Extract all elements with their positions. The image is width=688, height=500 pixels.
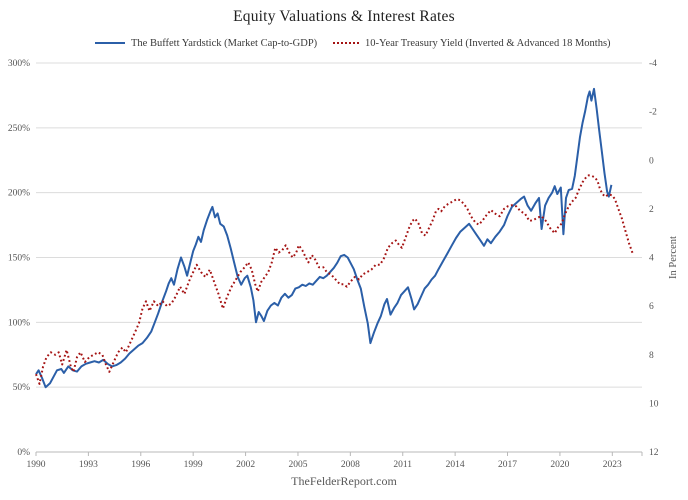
legend-label-buffett: The Buffett Yardstick (Market Cap-to-GDP… <box>131 37 318 49</box>
y-axis-left-tick-label: 200% <box>8 189 30 199</box>
y-axis-right-tick-label: 6 <box>649 302 654 312</box>
y-axis-right-tick-label: 10 <box>649 399 659 409</box>
y-axis-left-tick-label: 150% <box>8 254 30 264</box>
x-axis-tick-label: 1999 <box>184 460 203 470</box>
x-axis-tick-label: 1996 <box>131 460 150 470</box>
y-axis-right-tick-label: 0 <box>649 156 654 166</box>
x-axis-tick-label: 2020 <box>550 460 569 470</box>
x-axis-tick-label: 2014 <box>446 460 465 470</box>
legend-label-treasury: 10-Year Treasury Yield (Inverted & Advan… <box>365 37 611 49</box>
y-axis-right-tick-label: 12 <box>649 448 659 458</box>
y-axis-left-tick-label: 0% <box>17 448 30 458</box>
buffett-line-swatch-icon <box>95 42 125 44</box>
y-axis-left-tick-label: 300% <box>8 59 30 69</box>
y-axis-left-tick-label: 250% <box>8 124 30 134</box>
y-axis-left-tick-label: 50% <box>13 383 31 393</box>
y-axis-right-tick-label: 2 <box>649 205 654 215</box>
source-footer: TheFelderReport.com <box>291 474 397 488</box>
x-axis-tick-label: 2023 <box>603 460 622 470</box>
y-axis-right-tick-label: 4 <box>649 254 654 264</box>
series-treasury-yield-line <box>35 174 635 385</box>
x-axis-tick-label: 1990 <box>27 460 46 470</box>
legend-entry-buffett: The Buffett Yardstick (Market Cap-to-GDP… <box>95 36 317 50</box>
x-axis-tick-label: 2011 <box>393 460 412 470</box>
y-axis-right-tick-label: -4 <box>649 59 657 69</box>
y-axis-right-tick-label: 8 <box>649 351 654 361</box>
x-axis-tick-label: 2005 <box>288 460 307 470</box>
series-buffett-yardstick-line <box>35 87 613 389</box>
legend-entry-treasury: 10-Year Treasury Yield (Inverted & Advan… <box>333 36 611 50</box>
chart-title: Equity Valuations & Interest Rates <box>233 8 455 25</box>
y-axis-right-tick-label: -2 <box>649 108 657 118</box>
x-axis-tick-label: 2002 <box>236 460 255 470</box>
x-axis-tick-label: 2008 <box>341 460 360 470</box>
right-axis-title: In Percent <box>668 236 679 279</box>
y-axis-left-tick-label: 100% <box>8 318 30 328</box>
x-axis-tick-label: 2017 <box>498 460 517 470</box>
x-axis-tick-label: 1993 <box>79 460 98 470</box>
treasury-line-swatch-icon <box>333 42 359 44</box>
